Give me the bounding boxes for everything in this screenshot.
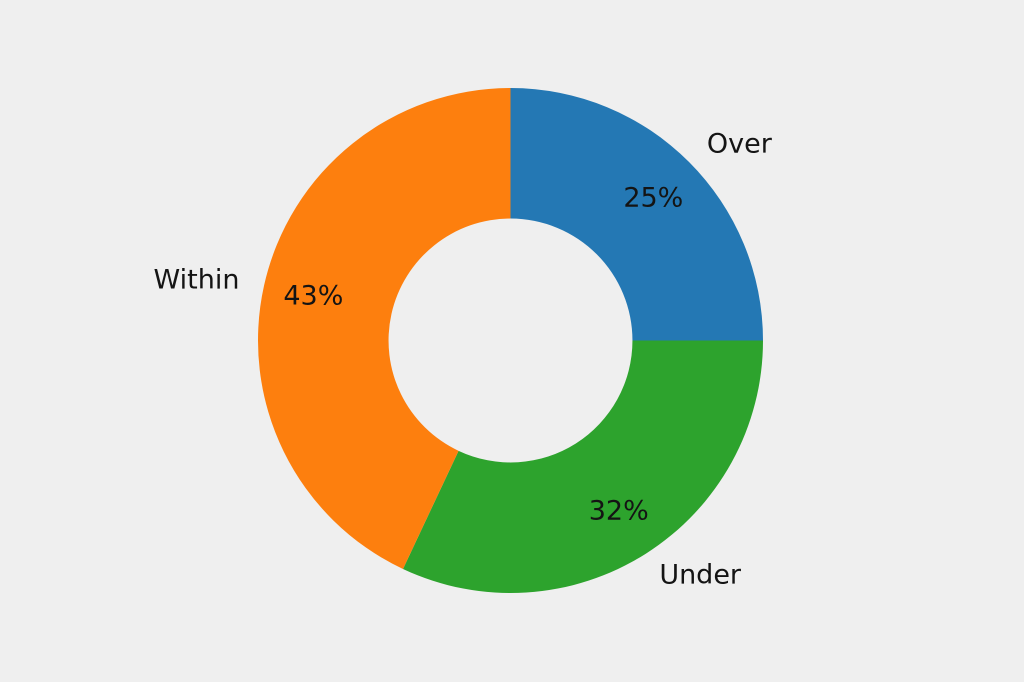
slice-pct-under: 32% — [588, 495, 649, 527]
slice-label-under: Under — [659, 559, 742, 591]
donut-segment-within — [257, 87, 511, 569]
slice-label-over: Over — [706, 128, 772, 160]
slice-pct-over: 25% — [623, 182, 684, 214]
slice-pct-within: 43% — [283, 280, 344, 312]
slice-label-within: Within — [153, 264, 240, 296]
donut-segment-over — [510, 88, 763, 341]
donut-segment-under — [402, 340, 763, 593]
